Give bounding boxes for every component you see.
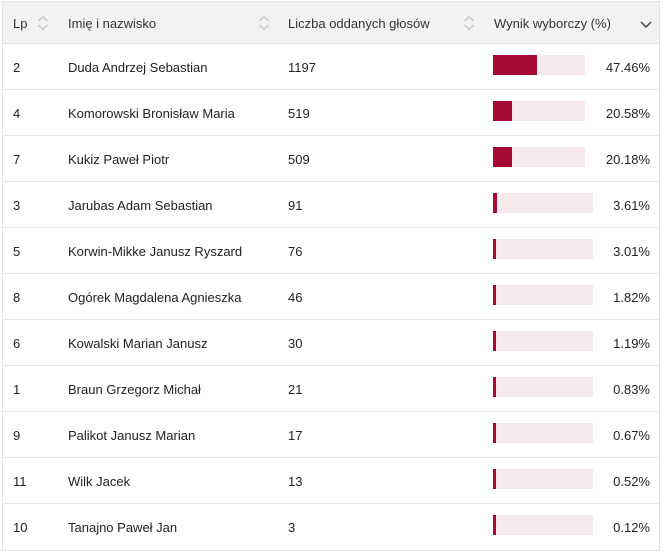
- candidate-name: Jarubas Adam Sebastian: [68, 197, 213, 213]
- result-bar-fill: [493, 285, 496, 305]
- result-bar-track: [493, 515, 593, 535]
- candidate-name: Braun Grzegorz Michał: [68, 381, 201, 397]
- column-header-name[interactable]: Imię i nazwisko: [68, 2, 156, 44]
- table-row: 11 Wilk Jacek 13 0.52%: [3, 458, 659, 504]
- result-bar-fill: [493, 147, 512, 167]
- result-percent: 0.12%: [613, 519, 650, 535]
- table-row: 6 Kowalski Marian Janusz 30 1.19%: [3, 320, 659, 366]
- result-bar-fill: [493, 239, 496, 259]
- row-lp: 5: [13, 243, 21, 259]
- result-bar-fill: [493, 423, 496, 443]
- result-percent: 1.82%: [613, 289, 650, 305]
- result-bar-track: [493, 285, 593, 305]
- column-header-label: Imię i nazwisko: [68, 15, 157, 31]
- row-lp: 7: [13, 151, 21, 167]
- table-row: 4 Komorowski Bronisław Maria 519 20.58%: [3, 90, 659, 136]
- candidate-name: Ogórek Magdalena Agnieszka: [68, 289, 242, 305]
- result-bar-fill: [493, 331, 496, 351]
- vote-count: 91: [288, 197, 303, 213]
- row-lp: 4: [13, 105, 21, 121]
- result-percent: 20.58%: [605, 105, 650, 121]
- result-bar-fill: [493, 469, 496, 489]
- result-bar-track: [493, 469, 593, 489]
- vote-count: 17: [288, 427, 303, 443]
- table-row: 5 Korwin-Mikke Janusz Ryszard 76 3.01%: [3, 228, 659, 274]
- result-percent: 0.52%: [613, 473, 650, 489]
- result-percent: 0.83%: [613, 381, 650, 397]
- table-row: 7 Kukiz Paweł Piotr 509 20.18%: [3, 136, 659, 182]
- result-percent: 3.61%: [613, 197, 650, 213]
- table-row: 8 Ogórek Magdalena Agnieszka 46 1.82%: [3, 274, 659, 320]
- result-percent: 3.01%: [613, 243, 650, 259]
- table-body: 2 Duda Andrzej Sebastian 1197 47.46% 4 Komoro…: [3, 44, 659, 550]
- result-bar-track: [493, 193, 593, 213]
- result-bar-track: [493, 147, 585, 167]
- row-lp: 8: [13, 289, 21, 305]
- result-percent: 20.18%: [605, 151, 650, 167]
- sort-arrows-icon[interactable]: [258, 14, 270, 32]
- candidate-name: Korwin-Mikke Janusz Ryszard: [68, 243, 243, 259]
- table-row: 3 Jarubas Adam Sebastian 91 3.61%: [3, 182, 659, 228]
- row-lp: 6: [13, 335, 21, 351]
- result-percent: 1.19%: [613, 335, 650, 351]
- column-header-lp[interactable]: Lp: [13, 2, 27, 44]
- candidate-name: Kukiz Paweł Piotr: [68, 151, 170, 167]
- result-bar-track: [493, 331, 593, 351]
- vote-count: 76: [288, 243, 303, 259]
- chevron-down-icon[interactable]: [639, 18, 653, 30]
- table-row: 10 Tanajno Paweł Jan 3 0.12%: [3, 504, 659, 550]
- table-row: 2 Duda Andrzej Sebastian 1197 47.46%: [3, 44, 659, 90]
- result-bar-track: [493, 377, 593, 397]
- table-row: 1 Braun Grzegorz Michał 21 0.83%: [3, 366, 659, 412]
- result-bar-track: [493, 101, 585, 121]
- sort-arrows-icon[interactable]: [37, 14, 49, 32]
- row-lp: 9: [13, 427, 21, 443]
- candidate-name: Palikot Janusz Marian: [68, 427, 196, 443]
- row-lp: 2: [13, 59, 21, 75]
- vote-count: 1197: [288, 59, 316, 75]
- vote-count: 519: [288, 105, 310, 121]
- column-header-label: Wynik wyborczy (%): [494, 15, 611, 31]
- column-header-label: Liczba oddanych głosów: [288, 15, 430, 31]
- result-bar-fill: [493, 101, 512, 121]
- result-bar-fill: [493, 515, 496, 535]
- result-bar-track: [493, 55, 585, 75]
- column-header-result[interactable]: Wynik wyborczy (%): [494, 2, 611, 44]
- column-header-label: Lp: [13, 15, 28, 31]
- table-row: 9 Palikot Janusz Marian 17 0.67%: [3, 412, 659, 458]
- row-lp: 1: [13, 381, 21, 397]
- result-bar-track: [493, 423, 593, 443]
- result-percent: 47.46%: [605, 59, 650, 75]
- vote-count: 30: [288, 335, 303, 351]
- candidate-name: Kowalski Marian Janusz: [68, 335, 208, 351]
- result-bar-fill: [493, 193, 497, 213]
- vote-count: 509: [288, 151, 310, 167]
- row-lp: 3: [13, 197, 21, 213]
- table-header: Lp Imię i nazwisko Liczba oddanych głosó…: [3, 2, 659, 44]
- vote-count: 3: [288, 519, 296, 535]
- candidate-name: Komorowski Bronisław Maria: [68, 105, 235, 121]
- vote-count: 13: [288, 473, 303, 489]
- row-lp: 10: [13, 519, 28, 535]
- result-percent: 0.67%: [613, 427, 650, 443]
- result-bar-fill: [493, 55, 537, 75]
- sort-arrows-icon[interactable]: [463, 14, 475, 32]
- candidate-name: Wilk Jacek: [68, 473, 131, 489]
- row-lp: 11: [13, 473, 27, 489]
- candidate-name: Tanajno Paweł Jan: [68, 519, 178, 535]
- vote-count: 21: [288, 381, 303, 397]
- result-bar-track: [493, 239, 593, 259]
- vote-count: 46: [288, 289, 303, 305]
- candidate-name: Duda Andrzej Sebastian: [68, 59, 208, 75]
- column-header-votes[interactable]: Liczba oddanych głosów: [288, 2, 430, 44]
- result-bar-fill: [493, 377, 496, 397]
